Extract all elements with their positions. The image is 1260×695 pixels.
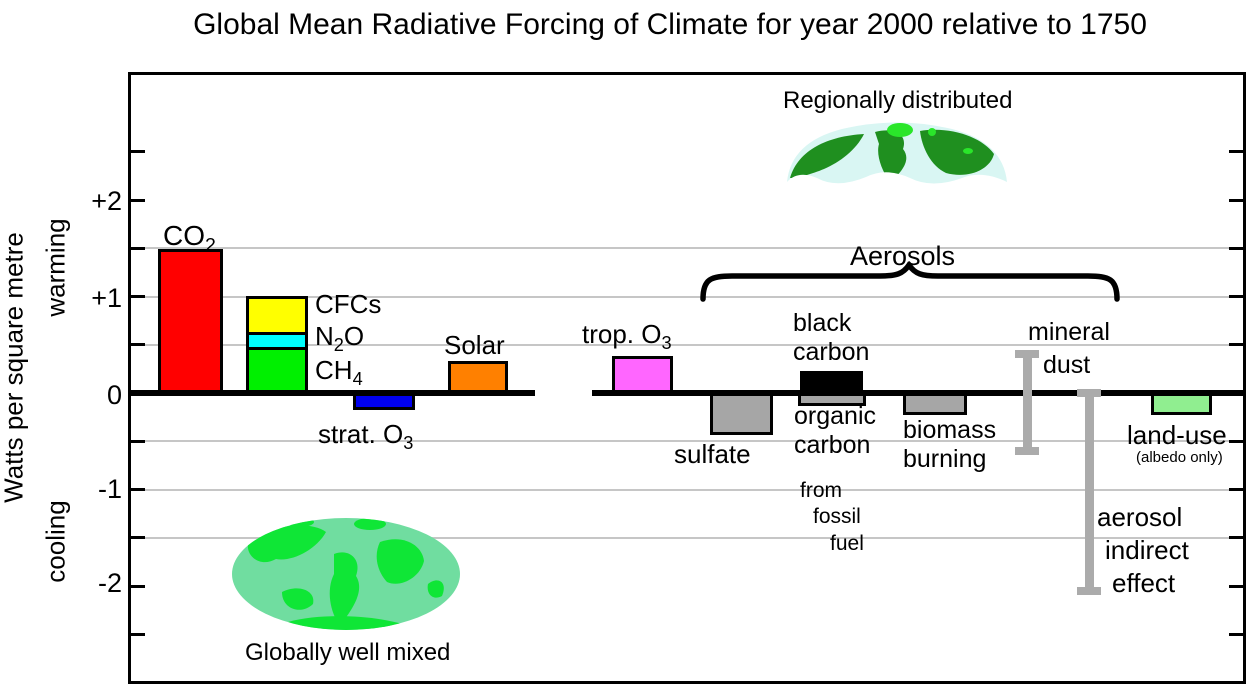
aerosols-brace <box>700 262 1120 302</box>
ghg-stack-CH4-segment <box>249 349 305 393</box>
global-globe-icon <box>232 518 460 630</box>
gridline--0.5 <box>131 440 1243 443</box>
axis-tick <box>131 343 145 347</box>
axis-tick <box>1229 343 1243 347</box>
albedo-only-label: (albedo only) <box>1136 449 1223 466</box>
strat-o3-label: strat. O3 <box>318 419 414 454</box>
gridline--1.5 <box>131 536 1243 539</box>
aerosols-label: Aerosols <box>850 241 956 271</box>
mineral-dust-errorbar-cap <box>1015 446 1039 455</box>
axis-tick <box>1229 150 1243 154</box>
solar-label: Solar <box>444 330 505 360</box>
ch4-label: CH4 <box>315 355 363 390</box>
cfcs-label: CFCs <box>315 289 382 319</box>
axis-tick <box>131 632 145 636</box>
ghg-stack-bar <box>246 296 308 396</box>
zero-line-left <box>131 390 535 396</box>
ytick-plus1: +1 <box>91 283 122 313</box>
organic-carbon-label: organic carbon <box>794 402 876 459</box>
ghg-stack-CFCs-segment <box>249 299 305 333</box>
dust-label: dust <box>1043 351 1091 379</box>
co2-label: CO2 <box>163 220 216 257</box>
mineral-dust-errorbar-cap <box>1015 350 1039 359</box>
axis-tick <box>131 295 145 298</box>
ytick-zero: 0 <box>106 380 122 410</box>
aerosol-indirect-errorbar <box>1084 393 1094 591</box>
zero-line-right <box>592 390 1243 396</box>
gridline-1.5 <box>131 247 1243 250</box>
ytick-minus1: -1 <box>97 474 122 504</box>
axis-tick <box>131 584 145 588</box>
axis-tick <box>1229 439 1243 443</box>
land-use-label: land-use <box>1127 420 1227 450</box>
n2o-label: N2O <box>315 321 365 356</box>
axis-tick <box>1229 246 1243 250</box>
warming-label: warming <box>40 218 71 317</box>
regional-globe-icon <box>787 122 1007 184</box>
trop-o3-label: trop. O3 <box>582 319 672 354</box>
axis-tick <box>1229 198 1243 202</box>
y-axis-label: Watts per square metre <box>0 232 29 503</box>
ghg-stack-N2O-segment <box>249 335 305 347</box>
gridline--1 <box>131 488 1243 491</box>
axis-tick <box>1229 584 1243 588</box>
mineral-dust-errorbar <box>1022 354 1032 451</box>
axis-tick <box>1229 536 1243 540</box>
sulfate-bar <box>710 390 773 435</box>
axis-tick <box>1229 632 1243 636</box>
globally-well-mixed-label: Globally well mixed <box>245 639 451 666</box>
gridline-0.5 <box>131 343 1243 346</box>
co2-bar <box>158 249 223 396</box>
aerosol-indirect-errorbar-cap <box>1077 586 1101 595</box>
regionally-distributed-label: Regionally distributed <box>783 87 1013 114</box>
gridline-1 <box>131 295 1243 298</box>
plot-area: Regionally distributed Globally well mix… <box>128 72 1246 684</box>
chart-title: Global Mean Radiative Forcing of Climate… <box>193 8 1147 41</box>
cooling-label: cooling <box>40 500 71 583</box>
ytick-plus2: +2 <box>91 186 122 216</box>
axis-tick <box>1229 488 1243 491</box>
ytick-minus2: -2 <box>97 568 122 598</box>
indirect-label: indirect <box>1105 535 1189 565</box>
axis-tick <box>131 198 145 202</box>
black-carbon-label: black carbon <box>793 309 870 366</box>
axis-tick <box>131 488 145 491</box>
effect-label: effect <box>1112 568 1176 598</box>
aerosol-label: aerosol <box>1097 502 1183 532</box>
aerosol-indirect-errorbar-cap <box>1077 389 1101 397</box>
fuel-label: fuel <box>830 532 864 555</box>
axis-tick <box>131 536 145 540</box>
fossil-label: fossil <box>813 505 861 528</box>
sulfate-label: sulfate <box>674 439 751 469</box>
mineral-label: mineral <box>1028 318 1110 346</box>
axis-tick <box>131 150 145 154</box>
axis-tick <box>131 439 145 443</box>
from-label: from <box>800 479 842 502</box>
axis-tick <box>1229 295 1243 298</box>
axis-tick <box>131 246 145 250</box>
trop-o3-bar <box>612 356 673 396</box>
biomass-burning-label: biomass burning <box>903 416 997 473</box>
